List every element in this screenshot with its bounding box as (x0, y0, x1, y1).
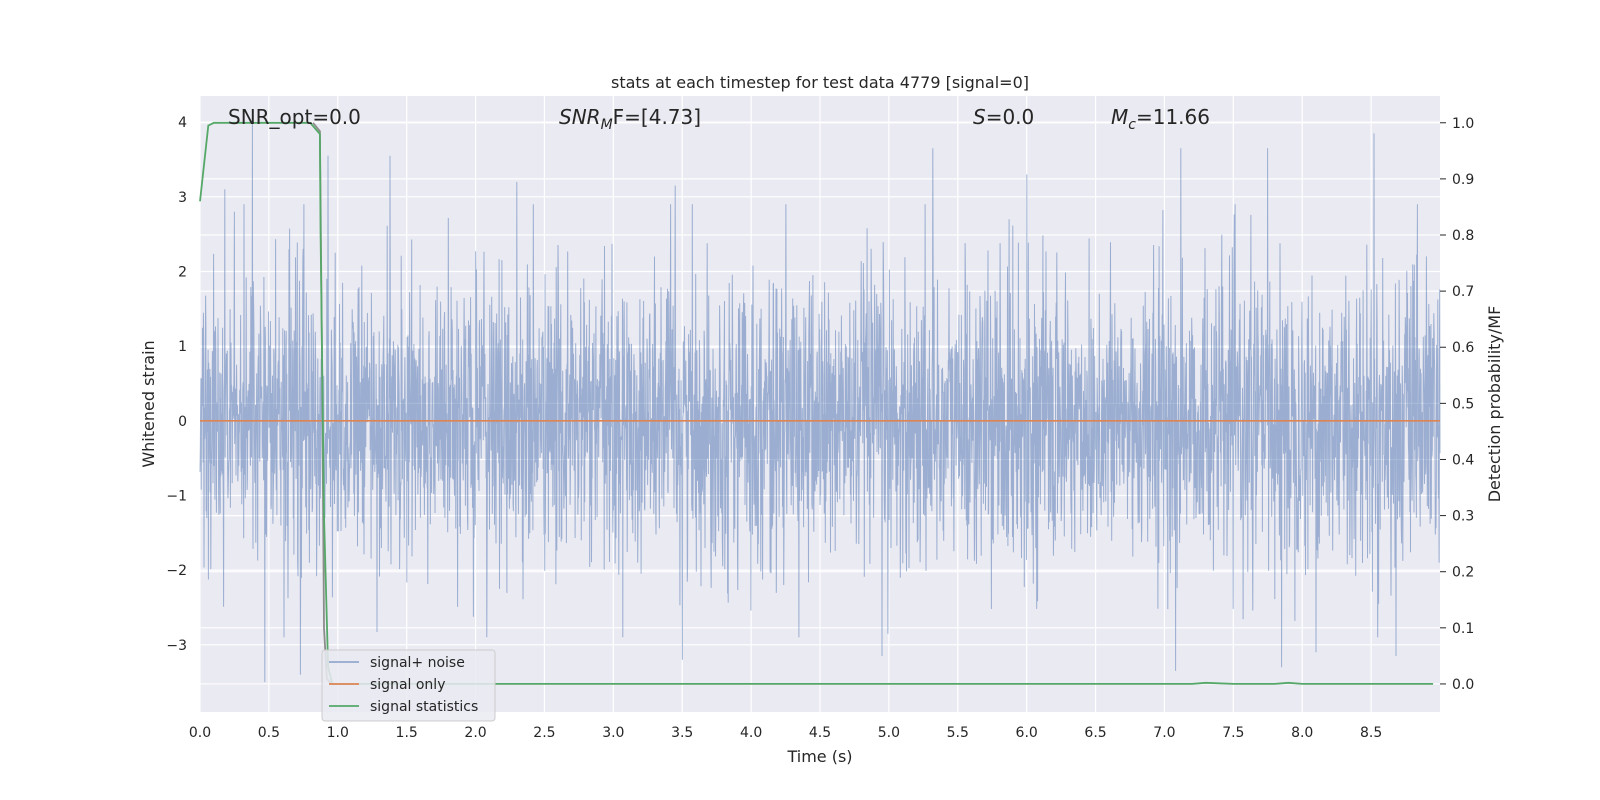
x-tick-label: 3.0 (602, 725, 624, 741)
annotation-s: S=0.0 (973, 105, 1034, 129)
annotation-snr-mf: SNRMF=[4.73] (559, 105, 701, 133)
y-left-tick-label: −3 (166, 638, 187, 654)
y-left-tick-label: −1 (166, 488, 187, 504)
y-left-tick-label: −2 (166, 563, 187, 579)
annotation-mc-sub: c (1128, 117, 1136, 133)
annotation-mc-rest: =11.66 (1136, 105, 1210, 129)
legend: signal+ noise signal only signal statist… (321, 649, 496, 722)
y-right-tick-label: 0.6 (1452, 340, 1474, 356)
signal-noise-line (199, 122, 1441, 683)
x-tick-label: 2.0 (464, 725, 486, 741)
y-right-tick-label: 0.5 (1452, 396, 1474, 412)
annotation-snr-mf-rest: F=[4.73] (613, 105, 701, 129)
y-left-tick-label: 2 (178, 264, 187, 280)
legend-label-signal-statistics: signal statistics (370, 699, 478, 715)
y-right-tick-label: 0.0 (1452, 677, 1474, 693)
x-tick-label: 5.5 (947, 725, 969, 741)
y-right-axis-label: Detection probability/MF (1485, 306, 1504, 503)
x-tick-label: 8.5 (1360, 725, 1382, 741)
legend-label-signal-noise: signal+ noise (370, 655, 465, 671)
x-axis-label: Time (s) (786, 747, 852, 766)
x-tick-label: 1.0 (327, 725, 349, 741)
y-left-tick-label: 3 (178, 190, 187, 206)
x-tick-label: 6.0 (1016, 725, 1038, 741)
x-tick-label: 0.5 (258, 725, 280, 741)
annotation-mc: Mc=11.66 (1111, 105, 1210, 133)
legend-label-signal-only: signal only (370, 677, 445, 693)
y-right-tick-labels: 1.0 0.9 0.8 0.7 0.6 0.5 0.4 0.3 0.2 0.1 0.0 (1440, 116, 1474, 693)
y-left-axis-label: Whitened strain (139, 340, 158, 467)
x-tick-label: 2.5 (533, 725, 555, 741)
annotation-s-rest: =0.0 (986, 105, 1035, 129)
y-right-tick-label: 1.0 (1452, 116, 1474, 132)
x-tick-label: 6.5 (1084, 725, 1106, 741)
x-tick-label: 4.0 (740, 725, 762, 741)
y-left-tick-label: 1 (178, 339, 187, 355)
y-right-tick-label: 0.9 (1452, 172, 1474, 188)
y-left-tick-labels: 4 3 2 1 0 −1 −2 −3 (166, 115, 187, 654)
x-tick-label: 4.5 (809, 725, 831, 741)
y-right-tick-label: 0.8 (1452, 228, 1474, 244)
y-right-tick-label: 0.2 (1452, 565, 1474, 581)
annotation-snr-mf-sub: M (601, 117, 613, 133)
x-tick-label: 3.5 (671, 725, 693, 741)
annotation-s-main: S (973, 105, 986, 129)
x-tick-label: 5.0 (878, 725, 900, 741)
x-tick-label: 1.5 (396, 725, 418, 741)
annotation-snr-mf-main: SNR (559, 105, 601, 129)
y-right-tick-label: 0.4 (1452, 452, 1474, 468)
legend-box (321, 649, 496, 722)
y-right-tick-label: 0.3 (1452, 509, 1474, 525)
y-right-tick-label: 0.1 (1452, 621, 1474, 637)
y-right-tick-label: 0.7 (1452, 284, 1474, 300)
chart-title: stats at each timestep for test data 477… (611, 73, 1029, 92)
x-tick-label: 7.0 (1153, 725, 1175, 741)
y-left-tick-label: 4 (178, 115, 187, 131)
y-left-tick-label: 0 (178, 414, 187, 430)
annotation-snr-opt: SNR_opt=0.0 (228, 105, 361, 129)
x-tick-label: 7.5 (1222, 725, 1244, 741)
signal-noise-series (199, 122, 1441, 683)
x-tick-label: 0.0 (189, 725, 211, 741)
x-tick-label: 8.0 (1291, 725, 1313, 741)
x-tick-labels: 0.0 0.5 1.0 1.5 2.0 2.5 3.0 3.5 4.0 4.5 5.0 5.5 6.0 6… (189, 725, 1382, 741)
annotation-mc-main: M (1111, 105, 1128, 129)
